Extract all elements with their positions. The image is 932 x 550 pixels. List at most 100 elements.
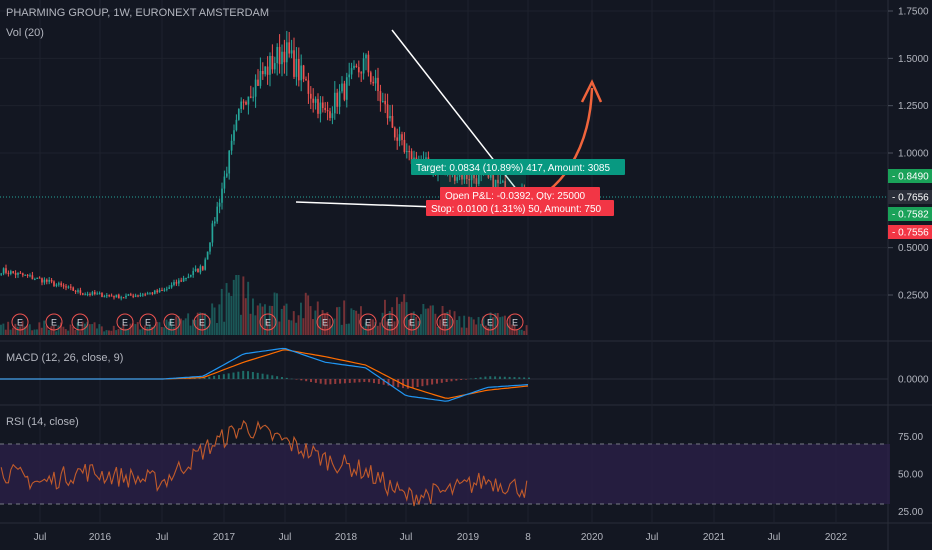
macd-histogram-bar <box>440 379 443 383</box>
drawings[interactable]: Target: 0.0834 (10.89%) 417, Amount: 308… <box>295 29 625 216</box>
macd-histogram-bar <box>285 377 288 379</box>
volume-bar <box>290 320 293 335</box>
candle-body <box>225 173 228 177</box>
volume-bar <box>252 298 254 335</box>
volume-bar <box>326 312 329 335</box>
macd-histogram-bar <box>450 379 453 382</box>
volume-bar <box>194 319 197 335</box>
volume-bar <box>487 327 490 335</box>
volume-bar <box>331 324 334 335</box>
volume-bar <box>177 316 180 335</box>
macd-histogram-bar <box>489 376 492 379</box>
macd-histogram-bar <box>271 375 274 379</box>
macd-line <box>0 347 529 402</box>
candle-body <box>408 151 411 153</box>
earnings-marker <box>316 313 334 331</box>
volume-bar <box>348 323 350 335</box>
candle-body <box>7 272 10 274</box>
candle-body <box>24 274 27 276</box>
volume-bar <box>158 322 161 335</box>
volume-bar <box>360 306 362 335</box>
candle-body <box>113 296 115 298</box>
candle-body <box>477 174 480 184</box>
macd-histogram-bar <box>222 374 225 379</box>
candle-body <box>381 101 384 103</box>
candle-body <box>307 80 310 94</box>
volume-bar <box>240 314 242 335</box>
volume-bar <box>417 321 420 335</box>
macd-histogram-bar <box>256 372 259 379</box>
candle-body <box>192 270 195 275</box>
candle-body <box>293 50 295 77</box>
candle-body <box>487 173 490 178</box>
macd-histogram-bar <box>203 377 206 379</box>
rsi-legend[interactable]: RSI (14, close) <box>6 416 79 428</box>
volume-bar <box>278 321 281 335</box>
candle-body <box>45 279 48 282</box>
volume-bar <box>120 327 122 335</box>
volume-bar <box>0 324 2 335</box>
target-label: Target: 0.0834 (10.89%) 417, Amount: 308… <box>416 163 610 174</box>
volume-bar <box>26 325 29 335</box>
macd-histogram-bar <box>319 379 322 384</box>
candle-body <box>29 275 31 277</box>
volume-bar <box>249 313 252 335</box>
candle-body <box>357 67 360 73</box>
candle-body <box>350 68 353 75</box>
volume-bar <box>67 330 70 335</box>
rsi-tick-label: 50.00 <box>898 470 923 481</box>
volume-bar <box>4 329 7 335</box>
volume-bar <box>266 320 269 335</box>
symbol-legend[interactable]: PHARMING GROUP, 1W, EURONEXT AMSTERDAM <box>6 7 270 19</box>
volume-bar <box>57 325 60 335</box>
volume-bar <box>369 318 372 335</box>
candle-body <box>125 295 127 298</box>
candle-body <box>345 77 348 100</box>
candle-body <box>168 287 171 289</box>
candle-body <box>401 134 403 140</box>
candle-body <box>187 276 190 279</box>
earnings-marker <box>193 313 211 331</box>
volume-bar <box>422 303 425 335</box>
macd-histogram-bar <box>310 379 313 383</box>
time-axis: Jul 2016 Jul 2017 Jul 2018 Jul 2019 8 2020 Jul 2021… <box>34 532 848 543</box>
macd-histogram-bar <box>261 373 264 379</box>
candle-body <box>242 101 245 103</box>
earnings-marker-label: E <box>265 318 271 328</box>
candle-body <box>36 277 39 279</box>
candle-body <box>98 293 101 295</box>
volume-legend[interactable]: Vol (20) <box>6 27 44 39</box>
candle-body <box>134 295 137 297</box>
candle-body <box>329 111 331 118</box>
candle-body <box>377 77 379 92</box>
volume-bar <box>364 322 367 335</box>
macd-legend[interactable]: MACD (12, 26, close, 9) <box>6 352 124 364</box>
candle-body <box>372 81 375 84</box>
candle-body <box>223 176 226 189</box>
volume-bar <box>508 316 511 335</box>
candle-body <box>103 296 106 298</box>
candle-body <box>67 286 70 288</box>
volume-bar <box>427 308 430 335</box>
earnings-marker-label: E <box>365 318 371 328</box>
time-axis-label: 2016 <box>89 532 112 543</box>
macd-histogram-bar <box>208 376 211 379</box>
candle-body <box>89 293 91 295</box>
volume-bar <box>103 331 106 335</box>
macd-histogram-bar <box>368 379 371 383</box>
volume-bar <box>189 325 192 335</box>
volume-bar <box>127 328 130 335</box>
volume-bar <box>223 321 226 335</box>
candle-body <box>79 290 82 294</box>
candle-body <box>473 174 475 179</box>
earnings-marker-label: E <box>77 318 83 328</box>
volume-bar <box>129 323 132 335</box>
volume-bar <box>391 307 394 335</box>
earnings-marker <box>163 313 181 331</box>
candle-body <box>367 54 370 73</box>
candle-body <box>96 293 99 295</box>
volume-bar <box>192 319 194 335</box>
volume-bar <box>168 321 170 335</box>
